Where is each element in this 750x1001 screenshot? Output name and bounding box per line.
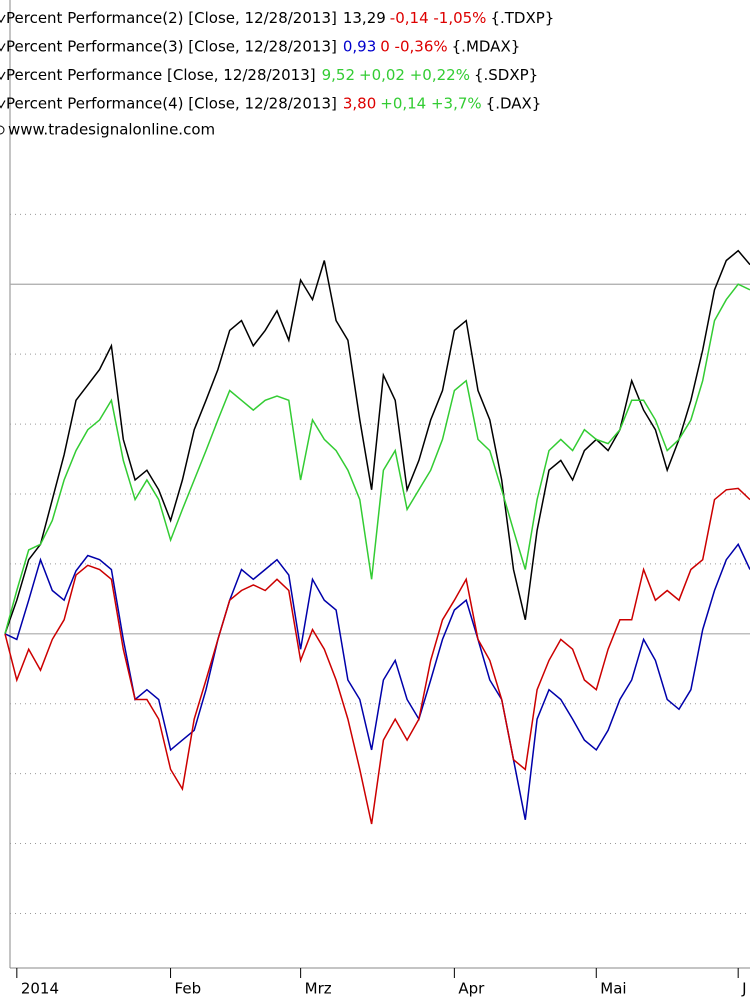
legend-check: [0, 43, 6, 52]
source-icon: [0, 125, 5, 135]
series-line: [4, 487, 750, 825]
legend-check: [0, 71, 6, 81]
legend-entry: Percent Performance(2) [Close, 12/28/201…: [6, 9, 554, 27]
legend-entry: Percent Performance [Close, 12/28/2013] 9…: [6, 66, 538, 84]
legend-name: Percent Performance(4) [Close, 12/28/201…: [6, 94, 337, 112]
x-tick-label: Apr: [458, 980, 485, 998]
legend-symbol: {.DAX}: [486, 94, 542, 112]
legend-check: [0, 100, 6, 109]
series-line: [4, 542, 750, 820]
legend-entry: Percent Performance(4) [Close, 12/28/201…: [6, 94, 541, 112]
legend-symbol: {.TDXP}: [490, 9, 554, 27]
legend-name: Percent Performance(2) [Close, 12/28/201…: [6, 9, 337, 27]
legend-last: 3,80: [343, 94, 376, 112]
legend-change: 0 -0,36%: [380, 37, 447, 55]
legend-last: 0,93: [343, 37, 376, 55]
x-tick-label: 2014: [21, 980, 59, 998]
legend-change: -0,14 -1,05%: [390, 9, 487, 27]
legend-last: 13,29: [343, 9, 386, 27]
legend-name: Percent Performance(3) [Close, 12/28/201…: [6, 37, 337, 55]
source-label: www.tradesignalonline.com: [8, 121, 215, 139]
series-line: [4, 283, 750, 634]
legend-change: +0,02 +0,22%: [359, 66, 470, 84]
legend-entry: Percent Performance(3) [Close, 12/28/201…: [6, 37, 520, 55]
x-tick-label: Feb: [175, 980, 202, 998]
legend-symbol: {.SDXP}: [474, 66, 538, 84]
legend-symbol: {.MDAX}: [452, 37, 521, 55]
series-line: [4, 249, 750, 635]
legend-check: [0, 14, 6, 24]
x-tick-label: J: [741, 980, 746, 998]
x-tick-label: Mai: [600, 980, 626, 998]
legend-last: 9,52: [322, 66, 355, 84]
x-tick-label: Mrz: [305, 980, 332, 998]
legend-change: +0,14 +3,7%: [380, 94, 481, 112]
legend-name: Percent Performance [Close, 12/28/2013]: [6, 66, 316, 84]
